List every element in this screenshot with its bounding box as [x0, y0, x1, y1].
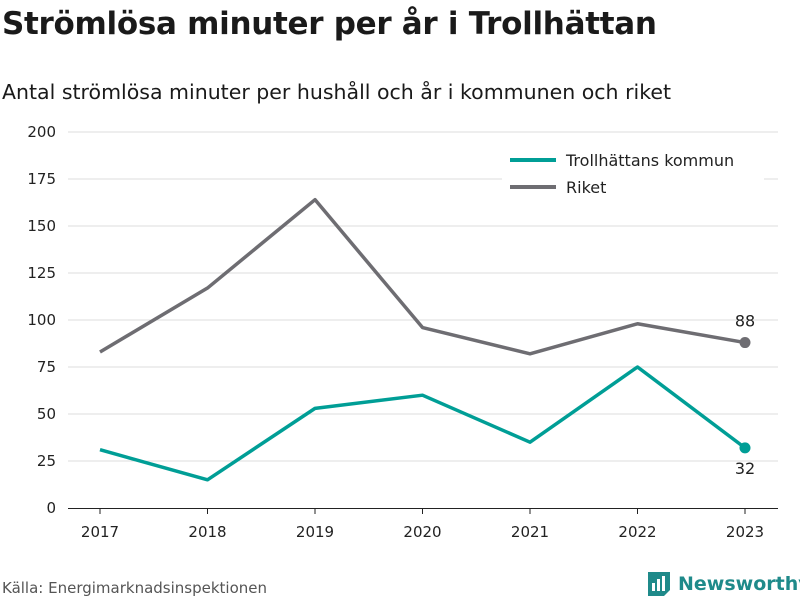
- x-tick-label: 2017: [81, 523, 119, 541]
- y-axis-ticks: 0 25 50 75 100 125 150 175 200: [27, 123, 56, 517]
- legend-label-riket: Riket: [566, 178, 606, 197]
- end-value-label: 32: [735, 459, 755, 478]
- x-tick-label: 2022: [618, 523, 656, 541]
- series-line-trollhattan: [99, 365, 747, 482]
- y-tick-label: 100: [27, 311, 56, 329]
- y-tick-label: 125: [27, 264, 56, 282]
- series-lines: [99, 197, 751, 482]
- source-note: Källa: Energimarknadsinspektionen: [2, 579, 268, 597]
- end-value-label: 88: [735, 312, 755, 331]
- legend: Trollhättans kommun Riket: [502, 146, 764, 204]
- end-point-marker: [739, 337, 751, 349]
- y-tick-label: 150: [27, 217, 56, 235]
- y-tick-label: 200: [27, 123, 56, 141]
- chart-title: Strömlösa minuter per år i Trollhättan: [2, 6, 657, 42]
- brand-name: Newsworthy: [678, 573, 800, 595]
- x-tick-label: 2018: [188, 523, 226, 541]
- chart-subtitle: Antal strömlösa minuter per hushåll och …: [2, 80, 671, 104]
- legend-label-trollhattan: Trollhättans kommun: [565, 151, 734, 170]
- x-axis: 2017 2018 2019 2020 2021 2022 2023: [68, 508, 778, 541]
- newsworthy-logo-icon: [648, 572, 670, 596]
- series-line-riket: [99, 197, 746, 356]
- x-tick-label: 2020: [403, 523, 441, 541]
- y-tick-label: 0: [46, 499, 56, 517]
- x-tick-label: 2023: [726, 523, 764, 541]
- end-labels: 32 88: [735, 312, 755, 478]
- end-point-marker: [739, 442, 751, 454]
- brand: Newsworthy: [646, 570, 800, 598]
- x-tick-label: 2021: [511, 523, 549, 541]
- x-tick-label: 2019: [296, 523, 334, 541]
- y-tick-label: 175: [27, 170, 56, 188]
- y-tick-label: 75: [37, 358, 56, 376]
- legend-background: [502, 146, 764, 204]
- y-tick-label: 50: [37, 405, 56, 423]
- y-tick-label: 25: [37, 452, 56, 470]
